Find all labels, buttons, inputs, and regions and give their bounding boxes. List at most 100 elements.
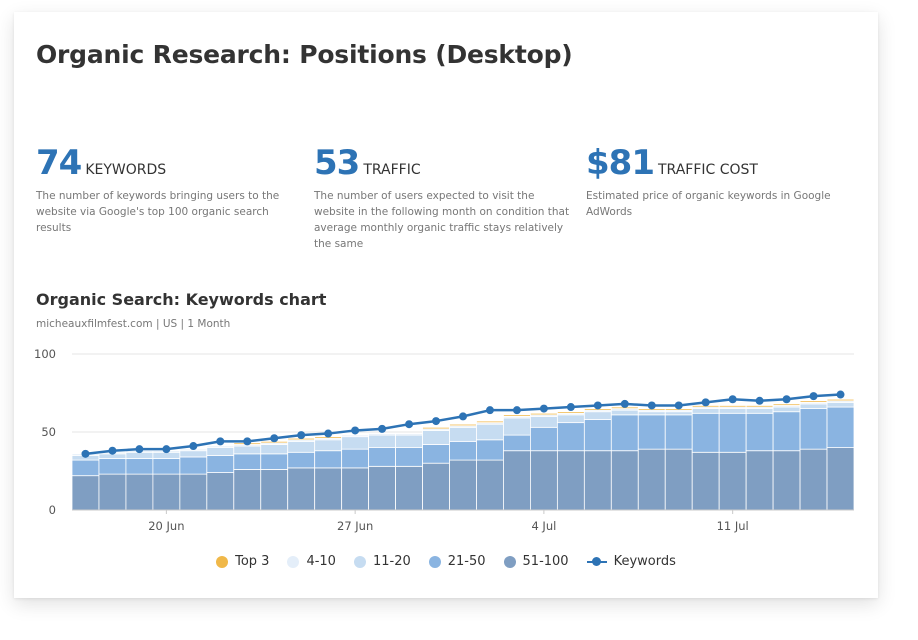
keywords-point (836, 390, 845, 399)
traffic-cost-description: Estimated price of organic keywords in G… (586, 190, 831, 218)
bar-segment-51-100 (125, 473, 154, 511)
keywords-point (432, 417, 441, 426)
bar-segment-21-50 (422, 444, 450, 464)
bar-segment-21-50 (98, 458, 127, 475)
legend-item[interactable]: 4-10 (287, 554, 336, 569)
bar-segment-top3 (476, 420, 504, 424)
legend-item[interactable]: 51-100 (503, 554, 569, 569)
traffic-cost-value: $81 (586, 143, 655, 183)
bar-segment-21-50 (610, 414, 639, 452)
bar-segment-top3 (503, 414, 531, 417)
bar-segment-51-100 (826, 447, 855, 511)
bar-segment-51-100 (152, 473, 181, 511)
bar-segment-11-20 (664, 411, 693, 416)
keywords-point (593, 401, 602, 410)
keywords-point (701, 398, 710, 407)
x-tick-label: 27 Jun (337, 519, 373, 533)
bar-segment-21-50 (179, 456, 208, 475)
legend-item[interactable]: Top 3 (216, 554, 269, 569)
traffic-metric: 53 TRAFFIC The number of users expected … (314, 144, 576, 252)
keywords-metric: 74 KEYWORDS The number of keywords bring… (36, 144, 306, 236)
bar-segment-21-50 (826, 406, 855, 449)
bar-segment-top3 (422, 426, 450, 430)
bar-segment-51-100 (341, 467, 370, 511)
y-tick-label: 0 (49, 503, 56, 517)
bar-segment-11-20 (530, 415, 558, 428)
bar-segment-51-100 (449, 459, 477, 511)
keywords-point (108, 446, 117, 455)
legend-dot-marker (353, 555, 366, 568)
bar-segment-11-20 (583, 411, 612, 420)
bar-segment-51-100 (503, 450, 531, 511)
legend-dot-marker (503, 555, 516, 568)
bar-segment-21-50 (772, 411, 801, 452)
keywords-point (162, 445, 171, 454)
bar-segment-21-50 (503, 434, 531, 452)
bar-segment-21-50 (691, 412, 720, 453)
bar-segment-11-20 (179, 450, 208, 458)
bar-segment-11-20 (287, 440, 316, 453)
bar-segment-21-50 (718, 412, 747, 453)
bar-segment-11-20 (799, 403, 828, 410)
keywords-point (566, 403, 575, 412)
bar-segment-21-50 (368, 447, 396, 467)
keywords-chart: 0 50 100 20 Jun 27 Jun 4 Jul 11 Jul (34, 347, 855, 533)
keywords-point (297, 431, 306, 440)
legend-label: 51-100 (522, 554, 569, 569)
bar-segment-11-20 (503, 417, 531, 436)
bar-segment-21-50 (206, 454, 235, 473)
keywords-point (647, 401, 656, 410)
bar-segment-21-50 (799, 408, 828, 450)
legend-label: Keywords (613, 554, 676, 569)
keywords-point (351, 426, 360, 435)
legend-line-marker (586, 556, 607, 568)
bar-segment-51-100 (422, 462, 450, 511)
bar-segment-21-50 (583, 419, 612, 452)
bar-segment-top3 (772, 403, 801, 406)
keywords-point (620, 399, 629, 408)
bar-segment-51-100 (664, 448, 693, 511)
bar-segment-top3 (556, 411, 585, 414)
chart-legend: Top 3 4-10 11-20 21-50 51-100 Keywords (14, 554, 878, 569)
bar-segment-21-50 (314, 450, 343, 469)
bar-segment-51-100 (233, 469, 262, 511)
bar-segment-top3 (826, 398, 855, 402)
bar-segment-11-20 (368, 434, 396, 448)
bar-segment-11-20 (610, 409, 639, 416)
keywords-point (243, 437, 252, 446)
bar-segment-21-50 (125, 458, 154, 475)
bar-segment-51-100 (530, 450, 558, 511)
bar-segment-51-100 (98, 473, 127, 511)
keywords-point (674, 401, 683, 410)
bar-segment-top3 (530, 412, 558, 416)
bar-segment-51-100 (260, 469, 289, 511)
keywords-label: KEYWORDS (85, 162, 167, 178)
bar-segment-21-50 (530, 426, 558, 452)
bar-segment-11-20 (691, 408, 720, 414)
bar-segment-11-20 (449, 426, 477, 442)
bar-segment-21-50 (637, 414, 666, 450)
bar-segment-51-100 (772, 450, 801, 511)
keywords-point (405, 420, 414, 429)
bar-segment-11-20 (476, 423, 504, 441)
y-tick-label: 100 (34, 347, 56, 361)
keywords-point (539, 404, 548, 413)
bar-segment-11-20 (125, 451, 154, 459)
bar-segment-top3 (718, 405, 747, 408)
bar-segment-51-100 (314, 467, 343, 511)
keywords-point (324, 429, 333, 438)
y-tick-label: 50 (41, 425, 56, 439)
bar-segment-21-50 (152, 458, 181, 475)
bar-segment-11-20 (772, 406, 801, 413)
legend-dot-marker (428, 555, 441, 568)
legend-item[interactable]: Keywords (586, 554, 676, 569)
legend-item[interactable]: 11-20 (353, 554, 411, 569)
bar-segment-51-100 (71, 475, 100, 511)
bar-segment-51-100 (745, 450, 774, 511)
keywords-point (189, 442, 198, 451)
bar-segment-4-10 (368, 433, 396, 436)
bar-segment-4-10 (206, 445, 235, 449)
bar-segment-11-20 (422, 430, 450, 445)
bar-segment-21-50 (745, 412, 774, 452)
legend-item[interactable]: 21-50 (428, 554, 486, 569)
